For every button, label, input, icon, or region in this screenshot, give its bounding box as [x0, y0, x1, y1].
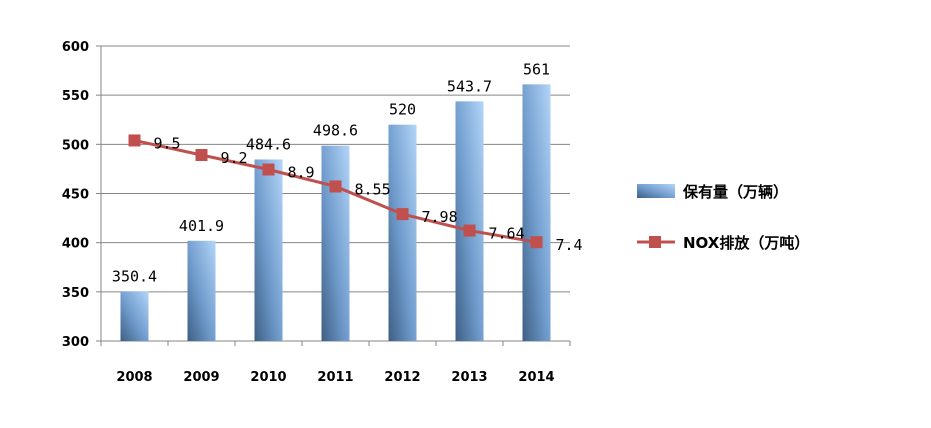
- x-tick-label: 2008: [116, 370, 152, 385]
- nox-value-label: 7.4: [556, 236, 583, 254]
- nox-marker: [195, 148, 208, 161]
- y-tick-label: 550: [62, 89, 89, 104]
- x-tick-label: 2012: [384, 370, 420, 385]
- nox-marker: [262, 163, 275, 176]
- x-tick-label: 2010: [250, 370, 286, 385]
- x-tick-label: 2011: [317, 370, 353, 385]
- legend-label-nox: NOX排放（万吨）: [683, 234, 809, 252]
- nox-marker: [128, 134, 141, 147]
- nox-value-label: 8.9: [288, 164, 315, 182]
- nox-marker: [329, 180, 342, 193]
- y-tick-label: 500: [62, 138, 89, 153]
- axes: 300 350 400 450 500 550 600 2008 2009 2010 2011 201…: [62, 40, 571, 385]
- y-tick-label: 350: [62, 286, 89, 301]
- bars: [120, 84, 551, 342]
- nox-value-label: 9.5: [154, 134, 181, 152]
- legend-bar-swatch: [637, 184, 675, 198]
- nox-value-label: 7.64: [489, 225, 525, 243]
- bar: [321, 145, 350, 341]
- bar-value-label: 561: [523, 60, 550, 78]
- legend-label-stock: 保有量（万辆）: [682, 183, 788, 201]
- bar: [187, 240, 216, 341]
- y-tick-label: 450: [62, 188, 89, 203]
- legend-line-marker: [649, 236, 661, 248]
- bar: [522, 84, 551, 341]
- nox-marker: [530, 236, 543, 249]
- bar: [455, 101, 484, 341]
- bar: [254, 159, 283, 341]
- bar: [388, 124, 417, 342]
- x-tick-label: 2014: [518, 370, 554, 385]
- line-series: [128, 134, 543, 249]
- y-tick-label: 300: [62, 335, 89, 350]
- nox-value-label: 8.55: [355, 180, 391, 198]
- bar-value-label: 350.4: [112, 267, 157, 285]
- y-tick-label: 600: [62, 40, 89, 55]
- x-tick-label: 2009: [183, 370, 219, 385]
- bar-value-label: 484.6: [246, 135, 291, 153]
- bar-value-label: 498.6: [313, 122, 358, 140]
- y-tick-label: 400: [62, 237, 89, 252]
- nox-marker: [463, 224, 476, 237]
- data-labels: 350.4 401.9 484.6 498.6 520 543.7 561 9.5 9.2 8.9…: [112, 60, 583, 285]
- nox-marker: [396, 208, 409, 221]
- legend: 保有量（万辆） NOX排放（万吨）: [637, 183, 809, 252]
- nox-value-label: 9.2: [221, 149, 248, 167]
- bar-value-label: 520: [389, 101, 416, 119]
- bar-value-label: 401.9: [179, 217, 224, 235]
- x-tick-label: 2013: [451, 370, 487, 385]
- bar-value-label: 543.7: [447, 77, 492, 95]
- bar: [120, 291, 149, 341]
- nox-value-label: 7.98: [422, 208, 458, 226]
